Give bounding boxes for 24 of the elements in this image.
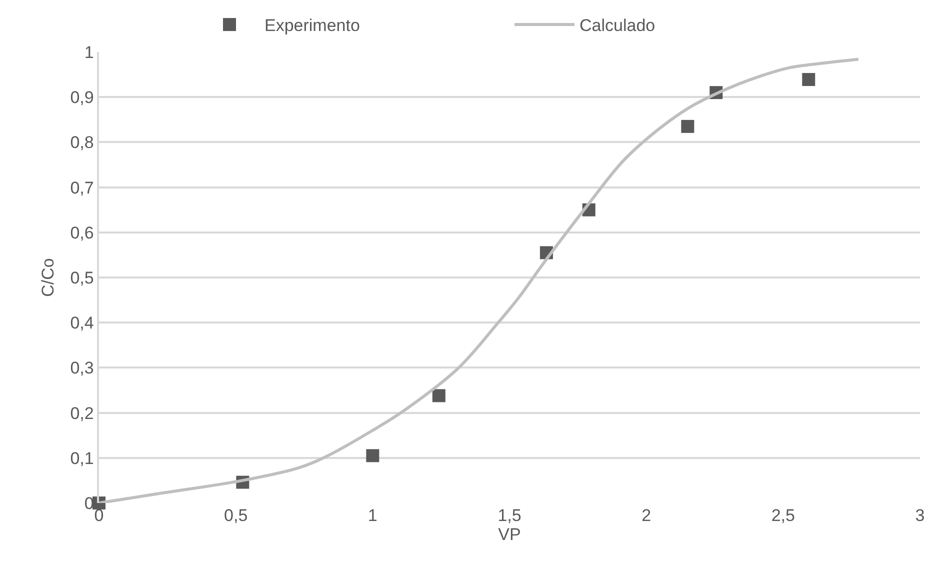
x-tick-label: 3	[915, 506, 925, 525]
y-tick-label: 0,3	[70, 358, 94, 378]
legend-label: Experimento	[264, 16, 360, 36]
y-tick-label: 0,1	[70, 448, 94, 468]
y-tick-label: 0,9	[70, 88, 94, 108]
y-tick-label: 0,2	[70, 404, 94, 423]
y-tick-label: 0,8	[70, 133, 94, 152]
y-tick-label: 1	[84, 42, 94, 62]
x-axis-title: VP	[498, 525, 521, 544]
y-tick-label: 0,6	[70, 223, 94, 242]
y-tick-label: 0,5	[70, 268, 94, 288]
point	[802, 73, 816, 86]
x-tick-label: 1,5	[498, 506, 522, 525]
y-tick-label: 0,7	[70, 178, 94, 198]
x-tick-label: 1	[368, 506, 378, 525]
point	[366, 449, 380, 462]
legend-label: Calculado	[580, 16, 656, 36]
y-tick-label: 0,4	[70, 314, 94, 333]
point	[681, 120, 694, 133]
x-tick-label: 2	[642, 506, 652, 525]
point	[432, 389, 446, 402]
x-tick-label: 2,5	[771, 506, 795, 525]
x-tick-label: 0,5	[224, 506, 248, 525]
y-axis-title: C/Co	[38, 258, 58, 297]
